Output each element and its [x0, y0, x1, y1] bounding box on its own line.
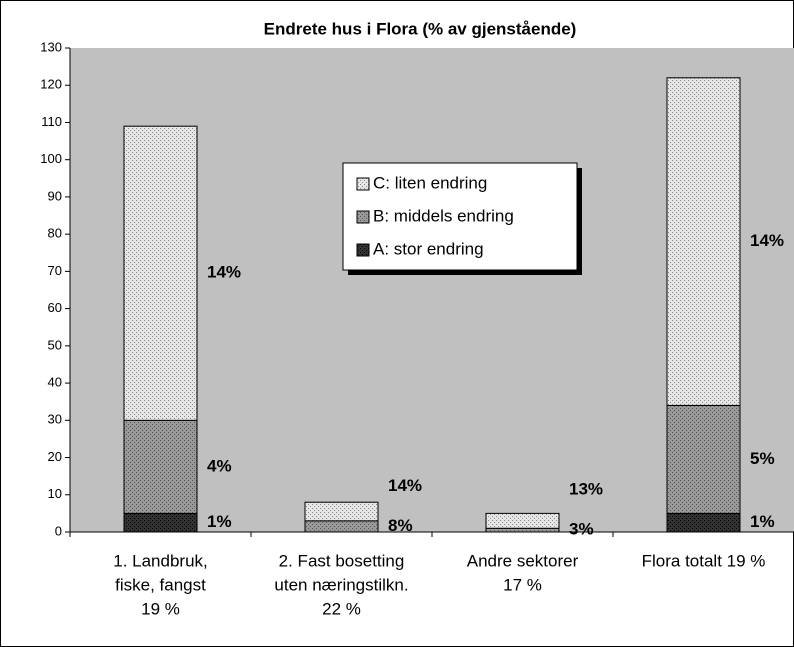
x-tick-label: 17 % [503, 575, 542, 594]
bar-segment [123, 125, 198, 421]
data-label: 13% [569, 480, 603, 499]
legend-swatch [356, 210, 370, 224]
bar-segment [304, 520, 379, 533]
legend [342, 162, 578, 271]
data-label: 5% [750, 449, 775, 468]
legend-label: C: liten endring [373, 173, 487, 192]
x-tick-label: 2. Fast bosetting [279, 551, 405, 570]
y-tick-label: 130 [40, 39, 62, 54]
x-tick-label: uten næringstilkn. [274, 575, 408, 594]
x-tick-label: 19 % [141, 599, 180, 618]
data-label: 1% [750, 512, 775, 531]
y-tick-label: 0 [55, 523, 62, 538]
x-tick-label: Flora totalt 19 % [642, 551, 766, 570]
x-tick-label: fiske, fangst [115, 575, 206, 594]
legend-label: B: middels endring [373, 206, 514, 225]
bar-segment [666, 404, 741, 514]
y-tick-label: 100 [40, 151, 62, 166]
bar-segment [123, 419, 198, 514]
y-tick-label: 30 [48, 412, 62, 427]
data-label: 3% [569, 520, 594, 539]
data-label: 8% [388, 516, 413, 535]
data-label: 14% [750, 231, 784, 250]
y-tick-label: 80 [48, 226, 62, 241]
y-tick-label: 110 [41, 114, 62, 129]
legend-swatch [356, 243, 370, 257]
x-tick-label: Andre sektorer [467, 551, 579, 570]
y-tick-label: 70 [48, 263, 62, 278]
data-label: 1% [207, 512, 232, 531]
y-tick-label: 20 [48, 449, 62, 464]
bar-segment [485, 527, 560, 533]
legend-swatch [356, 177, 370, 191]
data-label: 4% [207, 456, 232, 475]
y-tick-label: 90 [48, 188, 62, 203]
data-label: 14% [388, 476, 422, 495]
bar-segment [666, 512, 741, 533]
x-tick-label: 22 % [322, 599, 361, 618]
chart-title: Endrete hus i Flora (% av gjenstående) [264, 19, 577, 38]
y-tick-label: 120 [40, 77, 62, 92]
bar-segment [123, 512, 198, 533]
legend-label: A: stor endring [373, 239, 484, 258]
y-tick-label: 60 [48, 300, 62, 315]
bar-segment [666, 77, 741, 406]
y-tick-label: 40 [48, 375, 62, 390]
bar-segment [485, 512, 560, 529]
y-tick-label: 10 [48, 486, 62, 501]
y-tick-label: 50 [48, 337, 62, 352]
bar-segment [304, 501, 379, 522]
data-label: 14% [207, 263, 241, 282]
x-tick-label: 1. Landbruk, [113, 551, 208, 570]
